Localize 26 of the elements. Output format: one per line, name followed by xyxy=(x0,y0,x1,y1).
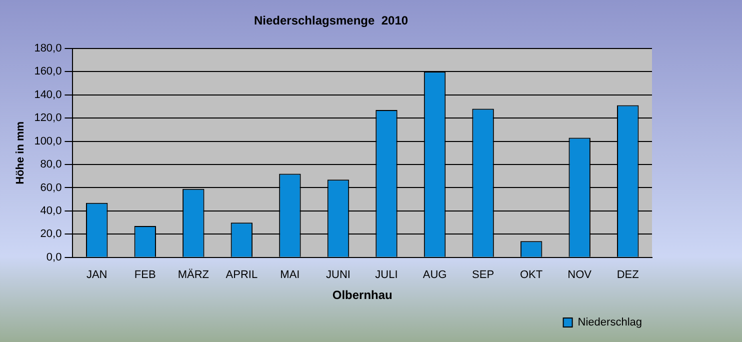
x-axis-title: Olbernhau xyxy=(332,288,392,302)
x-tick-label: FEB xyxy=(134,269,156,282)
y-axis-title: Höhe in mm xyxy=(14,121,27,184)
x-tick-label: OKT xyxy=(520,269,543,282)
x-tick-label: JULI xyxy=(375,269,398,282)
legend-label: Niederschlag xyxy=(578,316,642,329)
x-tick-label: AUG xyxy=(422,269,447,282)
x-tick-label: NOV xyxy=(568,269,592,282)
y-tick-label: 0,0 xyxy=(46,251,62,264)
y-tick-label: 20,0 xyxy=(40,228,62,240)
x-tick-label: MAI xyxy=(280,269,300,282)
y-tick-label: 100,0 xyxy=(34,135,62,148)
x-tick-label: JAN xyxy=(86,269,108,282)
x-tick-label: DEZ xyxy=(616,269,640,282)
y-tick-label: 180,0 xyxy=(34,42,62,54)
x-tick-label: APRIL xyxy=(226,269,258,282)
y-tick-label: 80,0 xyxy=(40,158,62,171)
y-tick-label: 160,0 xyxy=(34,66,62,78)
x-tick-label: MÄRZ xyxy=(178,268,210,282)
x-tick-label: SEP xyxy=(472,269,494,282)
chart-title: Niederschlagsmenge 2010 xyxy=(254,14,408,28)
x-tick-label: JUNI xyxy=(326,269,350,282)
y-tick-label: 140,0 xyxy=(34,88,62,101)
y-tick-label: 60,0 xyxy=(40,182,62,194)
y-tick-label: 120,0 xyxy=(34,112,62,124)
y-tick-label: 40,0 xyxy=(40,204,62,217)
